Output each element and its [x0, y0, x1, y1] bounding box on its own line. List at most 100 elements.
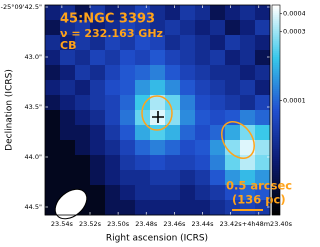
colorbar-step	[272, 195, 280, 198]
pixel	[225, 125, 241, 141]
colorbar-step	[272, 113, 280, 116]
pixel	[60, 155, 76, 171]
pixel	[90, 20, 106, 36]
pixel	[150, 50, 166, 66]
pixel	[120, 95, 136, 111]
pixel	[180, 110, 196, 126]
colorbar-step	[272, 23, 280, 26]
pixel	[150, 35, 166, 51]
pixel	[255, 125, 271, 141]
colorbar-step	[272, 93, 280, 96]
x-tick-label: +4h48m23.40s	[242, 220, 293, 228]
beam	[54, 188, 88, 220]
pixel	[255, 50, 271, 66]
pixel	[165, 65, 181, 81]
pixel	[255, 20, 271, 36]
colorbar-step	[272, 161, 280, 164]
pixel	[90, 155, 106, 171]
pixel	[120, 50, 136, 66]
pixel	[90, 35, 106, 51]
pixel	[135, 80, 151, 96]
pixel	[180, 200, 196, 216]
colorbar-step	[272, 81, 280, 84]
colorbar-step	[272, 177, 280, 180]
colorbar-step	[272, 69, 280, 72]
colorbar-step	[272, 85, 280, 88]
pixel	[135, 155, 151, 171]
x-axis-label: Right ascension (ICRS)	[106, 234, 208, 244]
colorbar-step	[272, 13, 280, 16]
y-tick-label: -25°09'42.5"	[1, 3, 42, 11]
pixel	[165, 185, 181, 201]
colorbar-step	[272, 123, 280, 126]
pixel	[90, 65, 106, 81]
colorbar-step	[272, 83, 280, 86]
pixel	[90, 95, 106, 111]
pixel	[135, 185, 151, 201]
pixel	[225, 155, 241, 171]
pixel	[225, 140, 241, 156]
pixel	[135, 200, 151, 216]
colorbar-step	[272, 153, 280, 156]
title: 45:NGC 3393	[60, 12, 155, 27]
y-tick-label: 43.0"	[25, 53, 42, 61]
colorbar-step	[272, 19, 280, 22]
x-tick-label: 23.48s	[135, 220, 158, 228]
pixel	[240, 95, 256, 111]
pixel	[225, 185, 241, 201]
pixel	[210, 5, 226, 21]
figure: 0.0004 0.0003 0.0001 45:NGC 3393 ν = 232.1…	[1, 3, 305, 244]
colorbar-step	[272, 49, 280, 52]
pixel	[255, 80, 271, 96]
colorbar-step	[272, 209, 280, 212]
pixel	[90, 140, 106, 156]
colorbar-step	[272, 119, 280, 122]
pixel	[180, 170, 196, 186]
colorbar-step	[272, 201, 280, 204]
pixel	[195, 110, 211, 126]
colorbar-step	[272, 105, 280, 108]
colorbar-step	[272, 167, 280, 170]
pixel	[255, 155, 271, 171]
colorbar-step	[272, 133, 280, 136]
y-tick-label: 44.0"	[25, 153, 42, 161]
pixel	[180, 155, 196, 171]
pixel	[195, 155, 211, 171]
colorbar-step	[272, 151, 280, 154]
pixel	[240, 200, 256, 216]
colorbar-step	[272, 199, 280, 202]
pixel	[180, 35, 196, 51]
pixel	[75, 50, 91, 66]
pixel	[105, 95, 121, 111]
colorbar-step	[272, 27, 280, 30]
pixel	[90, 185, 106, 201]
pixel	[255, 140, 271, 156]
pixel	[60, 65, 76, 81]
colorbar-step	[272, 197, 280, 200]
pixel	[210, 110, 226, 126]
pixel	[195, 35, 211, 51]
colorbar-step	[272, 11, 280, 14]
pixel	[180, 65, 196, 81]
pixel	[120, 35, 136, 51]
pixel	[225, 200, 241, 216]
y-axis-label: Declination (ICRS)	[5, 69, 15, 151]
colorbar-step	[272, 89, 280, 92]
pixel	[255, 185, 271, 201]
pixel	[210, 20, 226, 36]
pixel	[60, 50, 76, 66]
pixel	[255, 110, 271, 126]
pixel	[105, 155, 121, 171]
pixel	[180, 185, 196, 201]
colorbar-step	[272, 149, 280, 152]
colorbar-step	[272, 193, 280, 196]
colorbar-frame	[271, 4, 281, 216]
pixel	[225, 35, 241, 51]
pixel	[105, 5, 121, 21]
pixel	[165, 200, 181, 216]
pixel	[60, 95, 76, 111]
pixel	[90, 80, 106, 96]
colorbar-step	[272, 67, 280, 70]
pixel	[90, 125, 106, 141]
colorbar-step	[272, 135, 280, 138]
